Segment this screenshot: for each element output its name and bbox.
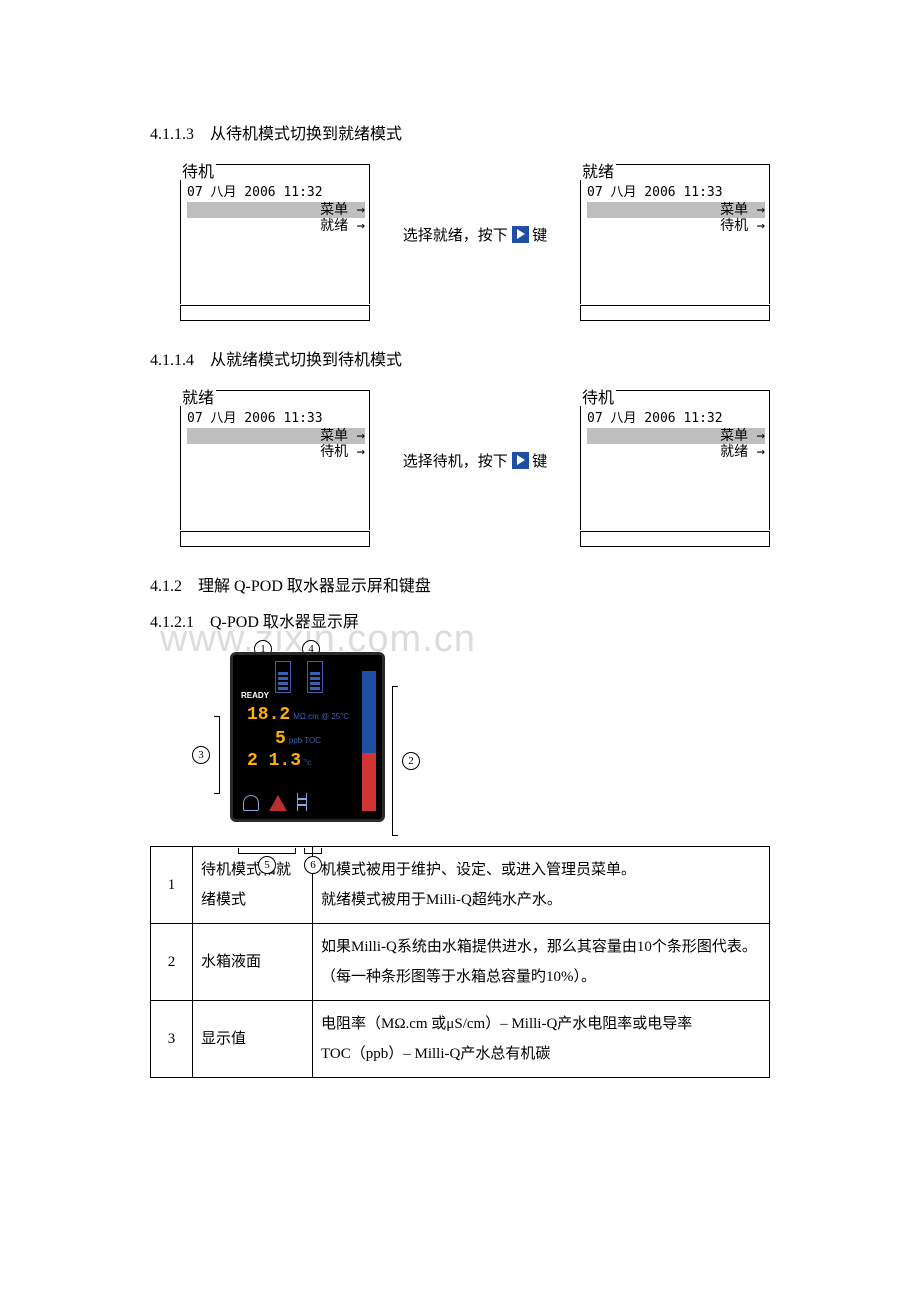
lcd-menu-item: 菜单 → <box>187 428 365 444</box>
arrow-instruction-2: 选择待机，按下 键 <box>388 450 563 471</box>
play-icon <box>512 452 529 469</box>
heading-num: 4.1.1.3 <box>150 126 194 143</box>
heading-4114: 4.1.1.4 从就绪模式切换到待机模式 <box>150 346 770 370</box>
heading-text: 从待机模式切换到就绪模式 <box>210 126 402 143</box>
heading-4121: 4.1.2.1 Q-POD 取水器显示屏 <box>150 608 770 632</box>
qpod-value-3: 2 1.3°c <box>247 751 311 771</box>
callout-3: 3 <box>192 746 210 764</box>
screen-row-1: 待机 07 八月 2006 11:32 菜单 → 就绪 → 选择就绪，按下 键 … <box>180 164 770 304</box>
table-cell-num: 1 <box>151 847 193 924</box>
heading-num: 4.1.2 <box>150 578 182 595</box>
qpod-ready-label: READY <box>241 691 269 700</box>
lcd-ready-after: 就绪 07 八月 2006 11:33 菜单 → 待机 → <box>580 164 770 304</box>
ladder-icon <box>297 793 307 811</box>
arrow-instruction-1: 选择就绪，按下 键 <box>388 224 563 245</box>
table-cell-desc: 电阻率（MΩ.cm 或μS/cm）– Milli-Q产水电阻率或电导率TOC（p… <box>313 1001 770 1078</box>
arrow-text-a: 选择待机，按下 <box>403 454 508 470</box>
table-row: 2水箱液面如果Milli-Q系统由水箱提供进水，那么其容量由10个条形图代表。 … <box>151 924 770 1001</box>
heading-num: 4.1.2.1 <box>150 614 194 631</box>
table-cell-desc: 机模式被用于维护、设定、或进入管理员菜单。就绪模式被用于Milli-Q超纯水产水… <box>313 847 770 924</box>
arrow-text-b: 键 <box>532 228 547 244</box>
lcd-title: 就绪 <box>180 390 216 406</box>
bracket-5 <box>238 848 296 854</box>
table-row: 3显示值电阻率（MΩ.cm 或μS/cm）– Milli-Q产水电阻率或电导率T… <box>151 1001 770 1078</box>
play-icon <box>512 226 529 243</box>
bell-icon <box>243 795 259 811</box>
lcd-menu-item: 菜单 → <box>587 202 765 218</box>
lcd-date: 07 八月 2006 11:33 <box>187 407 365 426</box>
screen-row-2: 就绪 07 八月 2006 11:33 菜单 → 待机 → 选择待机，按下 键 … <box>180 390 770 530</box>
qpod-value-2: 5ppb TOC <box>275 729 321 749</box>
qpod-top-bars <box>275 661 323 693</box>
lcd-title: 待机 <box>580 390 616 406</box>
qpod-vbar-fill <box>362 753 376 811</box>
qpod-bottom-icons <box>243 793 307 811</box>
arrow-text-a: 选择就绪，按下 <box>403 228 508 244</box>
lcd-option-standby: 待机 → <box>187 444 365 460</box>
bar-icon <box>275 661 291 693</box>
lcd-option-ready: 就绪 → <box>587 444 765 460</box>
lcd-option-ready: 就绪 → <box>187 218 365 234</box>
qpod-v3: 2 1.3 <box>247 751 301 771</box>
qpod-value-1: 18.2MΩ.cm @ 25°C <box>247 705 349 725</box>
qpod-u1: MΩ.cm @ 25°C <box>293 712 349 721</box>
lcd-date: 07 八月 2006 11:32 <box>587 407 765 426</box>
bracket-6 <box>304 848 322 854</box>
bracket-3 <box>214 716 220 794</box>
lcd-date: 07 八月 2006 11:33 <box>587 181 765 200</box>
lcd-menu-item: 菜单 → <box>587 428 765 444</box>
table-row: 1待机模式和就绪模式机模式被用于维护、设定、或进入管理员菜单。就绪模式被用于Mi… <box>151 847 770 924</box>
qpod-description-table: 1待机模式和就绪模式机模式被用于维护、设定、或进入管理员菜单。就绪模式被用于Mi… <box>150 846 770 1078</box>
callout-2: 2 <box>402 752 420 770</box>
qpod-vertical-bar <box>362 671 376 811</box>
lcd-status-bar <box>180 305 370 321</box>
heading-4113: 4.1.1.3 从待机模式切换到就绪模式 <box>150 120 770 144</box>
qpod-figure: 1 4 READY 18.2MΩ.cm @ 25°C 5ppb TOC 2 1.… <box>220 652 420 822</box>
table-body: 1待机模式和就绪模式机模式被用于维护、设定、或进入管理员菜单。就绪模式被用于Mi… <box>151 847 770 1078</box>
bar-icon <box>307 661 323 693</box>
heading-text: Q-POD 取水器显示屏 <box>210 614 359 631</box>
callout-6: 6 <box>304 856 322 874</box>
lcd-date: 07 八月 2006 11:32 <box>187 181 365 200</box>
table-cell-num: 3 <box>151 1001 193 1078</box>
qpod-device-screen: READY 18.2MΩ.cm @ 25°C 5ppb TOC 2 1.3°c <box>230 652 385 822</box>
lcd-title: 待机 <box>180 164 216 180</box>
lcd-title: 就绪 <box>580 164 616 180</box>
warning-triangle-icon <box>269 795 287 811</box>
lcd-status-bar <box>580 305 770 321</box>
heading-412: 4.1.2 理解 Q-POD 取水器显示屏和键盘 <box>150 572 770 596</box>
heading-text: 从就绪模式切换到待机模式 <box>210 352 402 369</box>
qpod-u3: °c <box>304 758 311 767</box>
lcd-standby-after: 待机 07 八月 2006 11:32 菜单 → 就绪 → <box>580 390 770 530</box>
table-cell-label: 待机模式和就绪模式 <box>193 847 313 924</box>
lcd-menu-item: 菜单 → <box>187 202 365 218</box>
lcd-option-standby: 待机 → <box>587 218 765 234</box>
table-cell-desc: 如果Milli-Q系统由水箱提供进水，那么其容量由10个条形图代表。 （每一种条… <box>313 924 770 1001</box>
lcd-standby-before: 待机 07 八月 2006 11:32 菜单 → 就绪 → <box>180 164 370 304</box>
table-cell-label: 显示值 <box>193 1001 313 1078</box>
lcd-ready-before: 就绪 07 八月 2006 11:33 菜单 → 待机 → <box>180 390 370 530</box>
bracket-2 <box>392 686 398 836</box>
lcd-status-bar <box>180 531 370 547</box>
heading-text: 理解 Q-POD 取水器显示屏和键盘 <box>198 578 431 595</box>
lcd-status-bar <box>580 531 770 547</box>
qpod-u2: ppb TOC <box>289 736 321 745</box>
callout-5: 5 <box>258 856 276 874</box>
qpod-v2: 5 <box>275 729 286 749</box>
arrow-text-b: 键 <box>532 454 547 470</box>
table-cell-label: 水箱液面 <box>193 924 313 1001</box>
qpod-v1: 18.2 <box>247 705 290 725</box>
heading-num: 4.1.1.4 <box>150 352 194 369</box>
table-cell-num: 2 <box>151 924 193 1001</box>
